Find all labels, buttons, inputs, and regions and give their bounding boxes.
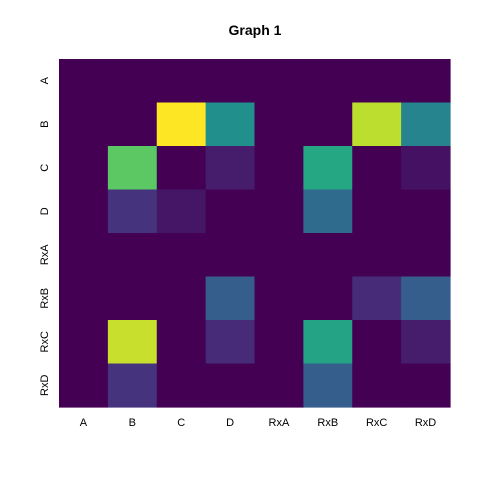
heatmap-cell-RxB-B	[107, 276, 158, 321]
heatmap-cell-RxD-RxC	[352, 363, 402, 408]
y-tick-label-RxA: RxA	[39, 244, 51, 265]
x-tick-label-D: D	[226, 417, 234, 429]
heatmap-cell-RxC-C	[156, 320, 207, 365]
heatmap-cell-B-RxD	[401, 102, 451, 147]
heatmap-cell-D-D	[205, 189, 256, 234]
heatmap-cell-RxC-A	[59, 320, 109, 365]
heatmap-cell-B-B	[107, 102, 158, 147]
heatmap-cell-C-RxA	[254, 146, 304, 191]
heatmap-cell-D-RxB	[303, 189, 353, 234]
x-tick-label-C: C	[177, 417, 185, 429]
heatmap-cell-C-RxB	[303, 146, 353, 191]
heatmap-cell-C-A	[59, 146, 109, 191]
x-tick-label-RxD: RxD	[415, 417, 436, 429]
y-tick-label-RxC: RxC	[39, 331, 51, 352]
heatmap-cell-RxD-A	[59, 363, 109, 408]
heatmap-cell-RxD-C	[156, 363, 207, 408]
heatmap-cell-RxA-RxA	[254, 233, 304, 278]
x-tick-label-B: B	[129, 417, 136, 429]
chart-title: Graph 1	[229, 22, 282, 38]
y-tick-label-RxD: RxD	[39, 375, 51, 396]
x-tick-label-RxB: RxB	[317, 417, 338, 429]
heatmap-cell-A-RxB	[303, 59, 353, 104]
heatmap-cell-C-C	[156, 146, 207, 191]
heatmap-cell-C-D	[205, 146, 256, 191]
heatmap-cell-RxD-B	[107, 363, 158, 408]
heatmap-cell-RxB-A	[59, 276, 109, 321]
y-tick-label-B: B	[39, 121, 51, 128]
heatmap-cell-A-C	[156, 59, 207, 104]
heatmap-cell-RxB-RxD	[401, 276, 451, 321]
heatmap-cell-RxA-D	[205, 233, 256, 278]
heatmap-cell-D-B	[107, 189, 158, 234]
heatmap-cell-A-RxC	[352, 59, 402, 104]
y-axis-tick-labels: A B C D RxA RxB RxC RxD	[39, 76, 51, 396]
heatmap-cell-A-D	[205, 59, 256, 104]
heatmap-cell-C-RxD	[401, 146, 451, 191]
heatmap-cell-D-RxA	[254, 189, 304, 234]
heatmap-cell-B-RxC	[352, 102, 402, 147]
heatmap-cell-RxA-B	[107, 233, 158, 278]
heatmap-cell-RxA-RxD	[401, 233, 451, 278]
heatmap-cell-A-B	[107, 59, 158, 104]
y-tick-label-RxB: RxB	[39, 288, 51, 309]
heatmap-cell-A-RxA	[254, 59, 304, 104]
heatmap-cell-A-A	[59, 59, 109, 104]
heatmap-cell-RxA-A	[59, 233, 109, 278]
heatmap-cell-RxA-RxC	[352, 233, 402, 278]
heatmap-cell-D-A	[59, 189, 109, 234]
x-tick-label-A: A	[80, 417, 88, 429]
heatmap-cell-RxD-D	[205, 363, 256, 408]
heatmap-cell-RxA-C	[156, 233, 207, 278]
heatmap-cell-RxB-RxA	[254, 276, 304, 321]
heatmap-cell-B-C	[156, 102, 207, 147]
heatmap-cell-B-RxA	[254, 102, 304, 147]
heatmap-cell-B-D	[205, 102, 256, 147]
heatmap-cells	[59, 59, 451, 408]
heatmap-cell-RxC-RxC	[352, 320, 402, 365]
heatmap-cell-C-B	[107, 146, 158, 191]
heatmap-cell-RxB-RxC	[352, 276, 402, 321]
heatmap-cell-RxD-RxB	[303, 363, 353, 408]
y-tick-label-D: D	[39, 207, 51, 215]
heatmap-cell-RxD-RxD	[401, 363, 451, 408]
heatmap-cell-D-RxC	[352, 189, 402, 234]
x-axis-tick-labels: A B C D RxA RxB RxC RxD	[80, 417, 437, 429]
heatmap-cell-A-RxD	[401, 59, 451, 104]
heatmap-cell-RxC-RxB	[303, 320, 353, 365]
heatmap-cell-RxB-D	[205, 276, 256, 321]
heatmap-cell-B-A	[59, 102, 109, 147]
heatmap-cell-RxC-RxA	[254, 320, 304, 365]
heatmap-cell-D-RxD	[401, 189, 451, 234]
heatmap-cell-RxC-B	[107, 320, 158, 365]
heatmap-cell-RxB-RxB	[303, 276, 353, 321]
heatmap-cell-RxB-C	[156, 276, 207, 321]
heatmap-cell-B-RxB	[303, 102, 353, 147]
heatmap-cell-D-C	[156, 189, 207, 234]
x-tick-label-RxA: RxA	[269, 417, 290, 429]
heatmap-cell-RxC-D	[205, 320, 256, 365]
heatmap-cell-RxD-RxA	[254, 363, 304, 408]
heatmap-cell-C-RxC	[352, 146, 402, 191]
heatmap-cell-RxC-RxD	[401, 320, 451, 365]
x-tick-label-RxC: RxC	[366, 417, 387, 429]
y-tick-label-C: C	[39, 164, 51, 172]
y-tick-label-A: A	[39, 76, 51, 84]
heatmap-cell-RxA-RxB	[303, 233, 353, 278]
